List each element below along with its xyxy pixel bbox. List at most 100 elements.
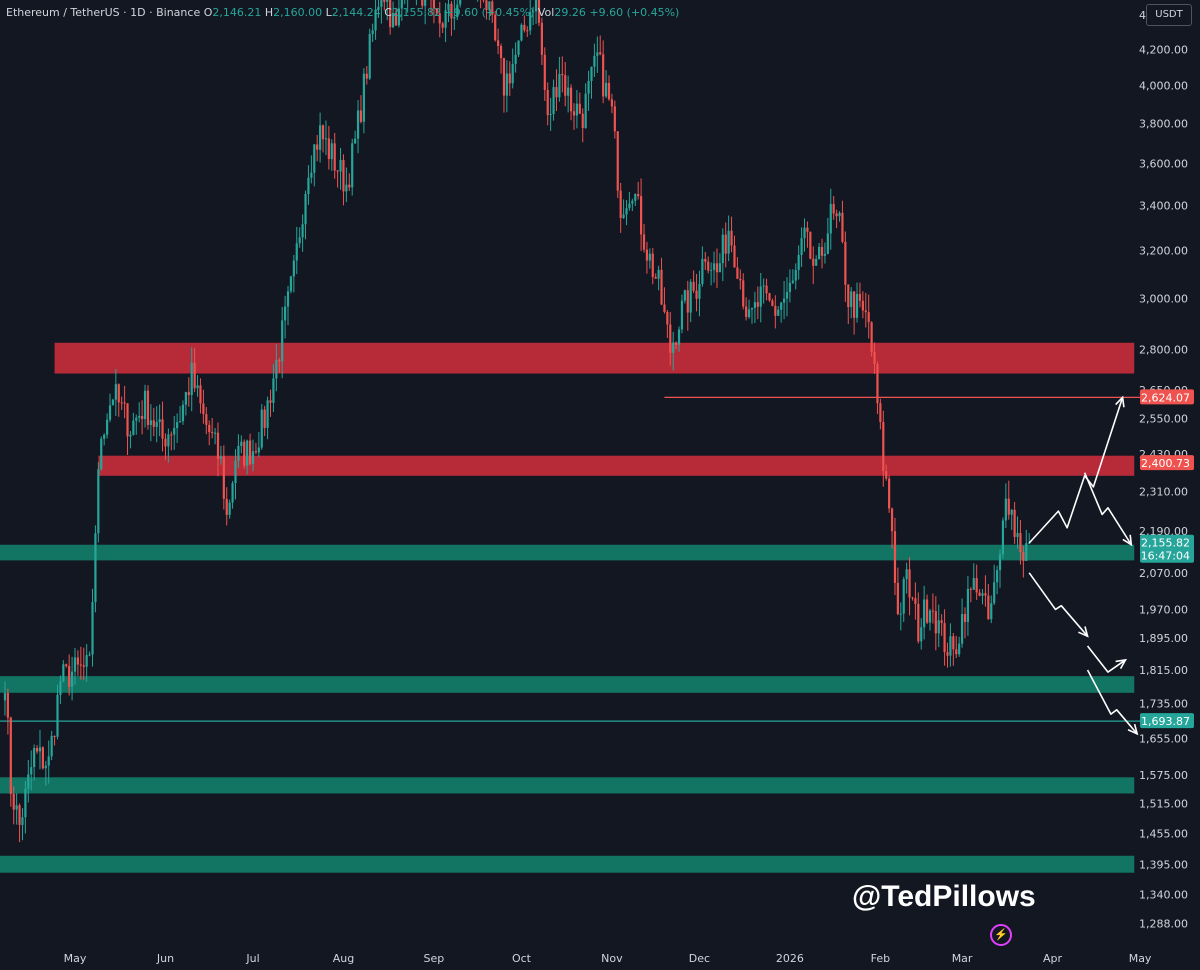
- candle: [850, 287, 853, 319]
- projection-arrow-bounce[interactable]: [1086, 645, 1128, 673]
- candle: [400, 0, 403, 21]
- candle: [421, 0, 424, 10]
- candle: [310, 155, 313, 184]
- candle: [675, 341, 678, 350]
- candle: [327, 125, 330, 170]
- candle: [888, 475, 891, 513]
- candle: [558, 56, 561, 102]
- candle: [820, 238, 824, 269]
- candle: [584, 83, 587, 129]
- candle: [450, 0, 453, 36]
- candle: [278, 357, 281, 374]
- candle: [70, 656, 74, 701]
- candle: [1004, 483, 1007, 529]
- candle: [899, 602, 902, 631]
- price-tick-label: 1,395.00: [1139, 859, 1188, 872]
- support-zone-3[interactable]: [0, 676, 1135, 693]
- time-axis-labels: May Jun Jul Aug Sep Oct Nov Dec 2026 Feb Mar Apr May: [64, 952, 1152, 965]
- candle: [50, 730, 53, 761]
- candle: [940, 614, 943, 636]
- candle: [488, 1, 491, 21]
- candle: [336, 170, 339, 188]
- candle: [745, 297, 748, 321]
- candle: [934, 596, 937, 651]
- projection-arrow-bearish[interactable]: [1028, 572, 1089, 638]
- candle: [534, 0, 538, 24]
- price-tag: 2,400.73: [1140, 455, 1194, 471]
- projection-arrow-bullish[interactable]: [1028, 395, 1125, 544]
- candle: [625, 200, 628, 226]
- projection-arrow-breakdown[interactable]: [1086, 669, 1139, 736]
- candle: [864, 292, 867, 328]
- candle: [111, 398, 115, 406]
- candle: [923, 585, 926, 640]
- candle: [181, 400, 185, 425]
- candle: [578, 92, 581, 114]
- support-zone-4[interactable]: [0, 777, 1135, 794]
- candle: [727, 215, 730, 262]
- candle: [683, 289, 686, 304]
- candle: [432, 0, 436, 24]
- candle: [657, 265, 660, 291]
- high-label: H: [264, 6, 274, 19]
- support-zone-5[interactable]: [0, 855, 1135, 873]
- support-zone-2[interactable]: [0, 544, 1135, 561]
- candle: [759, 272, 762, 323]
- candle: [523, 15, 526, 33]
- candle: [73, 648, 77, 685]
- candle: [812, 246, 815, 285]
- price-tick-label: 3,200.00: [1139, 245, 1188, 258]
- candle: [44, 760, 47, 786]
- candle: [438, 1, 441, 38]
- time-tick-label: Nov: [601, 952, 623, 965]
- candle: [855, 282, 859, 323]
- candle: [149, 404, 152, 442]
- time-tick-label: Jun: [156, 952, 174, 965]
- candle: [896, 567, 899, 616]
- watermark: @TedPillows: [852, 880, 1036, 913]
- candle: [914, 582, 917, 620]
- candle: [482, 0, 485, 3]
- close-value: 2,155.82: [391, 6, 441, 19]
- candle: [593, 43, 596, 77]
- candle: [3, 681, 7, 716]
- candle: [873, 342, 876, 374]
- candle: [809, 231, 812, 260]
- price-tick-label: 1,455.00: [1139, 828, 1188, 841]
- candle: [893, 517, 897, 596]
- resistance-zone-1[interactable]: [98, 455, 1135, 476]
- projection-arrow-rejection[interactable]: [1083, 472, 1133, 547]
- candle: [561, 56, 564, 93]
- candle: [333, 132, 336, 179]
- candle: [494, 10, 497, 42]
- candle: [995, 565, 999, 595]
- candle: [943, 609, 946, 666]
- price-axis[interactable]: [1140, 0, 1200, 945]
- candle: [511, 48, 514, 89]
- resistance-zone-0[interactable]: [54, 342, 1135, 374]
- candle: [984, 575, 987, 607]
- candle: [803, 218, 806, 252]
- symbol-title[interactable]: Ethereum / TetherUS · 1D · Binance: [6, 6, 201, 19]
- candle: [491, 0, 494, 23]
- candle: [952, 632, 955, 666]
- candle: [765, 278, 768, 301]
- candle: [117, 383, 120, 417]
- candle: [651, 247, 654, 285]
- price-tick-label: 3,800.00: [1139, 117, 1188, 130]
- time-tick-label: Oct: [512, 952, 532, 965]
- time-axis[interactable]: [0, 945, 1140, 970]
- candle: [41, 746, 45, 770]
- candle: [1013, 502, 1016, 544]
- price-tick-label: 1,575.00: [1139, 769, 1188, 782]
- candle: [599, 35, 602, 56]
- candle: [882, 410, 885, 487]
- currency-button[interactable]: USDT: [1146, 4, 1192, 26]
- candle: [797, 245, 800, 280]
- candle: [94, 525, 97, 613]
- candle: [981, 589, 984, 605]
- candle: [499, 43, 503, 74]
- candle: [222, 445, 225, 510]
